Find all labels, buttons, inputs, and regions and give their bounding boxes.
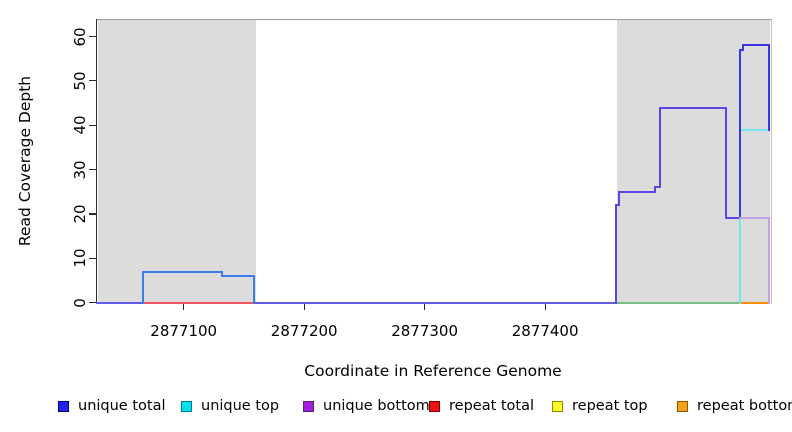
x-tick-label: 2877100: [150, 322, 218, 340]
baseline-red-repeat-segment: [141, 301, 255, 304]
legend-item-unique-bottom: unique bottom: [303, 398, 430, 414]
unique-total-peak-segment: [739, 48, 744, 51]
unique-top-line-segment: [739, 128, 771, 131]
unique-total-peak-segment: [768, 44, 771, 131]
legend-swatch-icon: [303, 400, 314, 412]
legend-label: repeat top: [572, 398, 648, 414]
x-tick-label: 2877400: [511, 322, 579, 340]
unique-bottom-indigo-segment: [658, 106, 727, 109]
x-axis-title: Coordinate in Reference Genome: [304, 362, 562, 380]
legend-swatch-icon: [58, 400, 69, 412]
x-tick: [183, 303, 185, 311]
unique-bottom-indigo-segment: [724, 106, 727, 220]
legend-label: repeat bottom: [697, 398, 792, 414]
unique-total-left-step-segment: [141, 270, 144, 304]
plot-border-right: [771, 19, 773, 304]
unique-bottom-indigo-segment: [658, 106, 661, 189]
legend-item-unique-total: unique total: [58, 398, 166, 414]
unique-total-peak-segment: [739, 48, 742, 220]
x-tick: [303, 303, 305, 311]
y-tick-label: 40: [71, 115, 89, 135]
y-tick: [89, 257, 96, 259]
y-tick-label: 20: [71, 204, 89, 224]
x-tick: [544, 303, 546, 311]
unique-bottom-indigo-segment: [617, 190, 656, 193]
legend-label: unique total: [78, 398, 166, 414]
unique-bottom-indigo-segment: [615, 204, 620, 207]
unique-bottom-lavender-segment: [739, 217, 771, 220]
y-tick: [89, 169, 96, 171]
legend-label: unique top: [201, 398, 280, 414]
y-tick: [89, 80, 96, 82]
baseline-orange-repeat-segment: [739, 301, 771, 304]
unique-total-left-step-segment: [221, 275, 255, 278]
legend-label: unique bottom: [323, 398, 430, 414]
unique-total-left-step-segment: [252, 275, 255, 304]
y-tick: [89, 302, 96, 304]
y-tick-label: 50: [71, 71, 89, 91]
y-tick-label: 60: [71, 26, 89, 47]
y-tick: [89, 35, 96, 38]
legend-swatch-icon: [677, 400, 688, 412]
y-tick-label: 10: [71, 248, 89, 268]
y-axis-line: [95, 19, 97, 305]
unique-total-left-step-segment: [141, 270, 224, 273]
unique-bottom-indigo-segment: [653, 186, 656, 193]
baseline-violet-mid-segment: [252, 301, 618, 304]
right-gray-region: [617, 20, 771, 303]
x-tick-label: 2877200: [270, 322, 338, 340]
unique-total-peak-segment: [741, 44, 771, 47]
legend-item-repeat-total: repeat total: [429, 398, 534, 414]
unique-total-left-step-segment: [221, 270, 224, 277]
y-axis-title: Read Coverage Depth: [16, 75, 34, 247]
y-tick-label: 30: [71, 160, 89, 180]
unique-bottom-indigo-segment: [617, 190, 620, 207]
legend-swatch-icon: [552, 400, 563, 412]
x-tick-label: 2877300: [391, 322, 458, 340]
unique-bottom-lavender-segment: [768, 217, 771, 304]
legend-item-repeat-bottom: repeat bottom: [677, 398, 792, 414]
baseline-green-segment: [615, 301, 742, 304]
legend-swatch-icon: [181, 400, 192, 412]
legend-swatch-icon: [429, 400, 440, 412]
y-tick-label: 0: [71, 297, 89, 308]
unique-bottom-indigo-segment: [724, 217, 742, 220]
plot-border-top: [96, 19, 773, 21]
legend-item-repeat-top: repeat top: [552, 398, 648, 414]
y-tick: [89, 213, 96, 215]
legend-label: repeat total: [449, 398, 535, 414]
unique-bottom-indigo-segment: [653, 186, 661, 189]
unique-bottom-indigo-segment: [615, 204, 618, 304]
baseline-violet-left-segment: [96, 301, 144, 304]
left-gray-region: [98, 20, 256, 303]
legend-item-unique-top: unique top: [181, 398, 279, 414]
x-tick: [424, 303, 426, 311]
y-tick: [89, 124, 96, 126]
unique-total-peak-segment: [741, 44, 744, 51]
